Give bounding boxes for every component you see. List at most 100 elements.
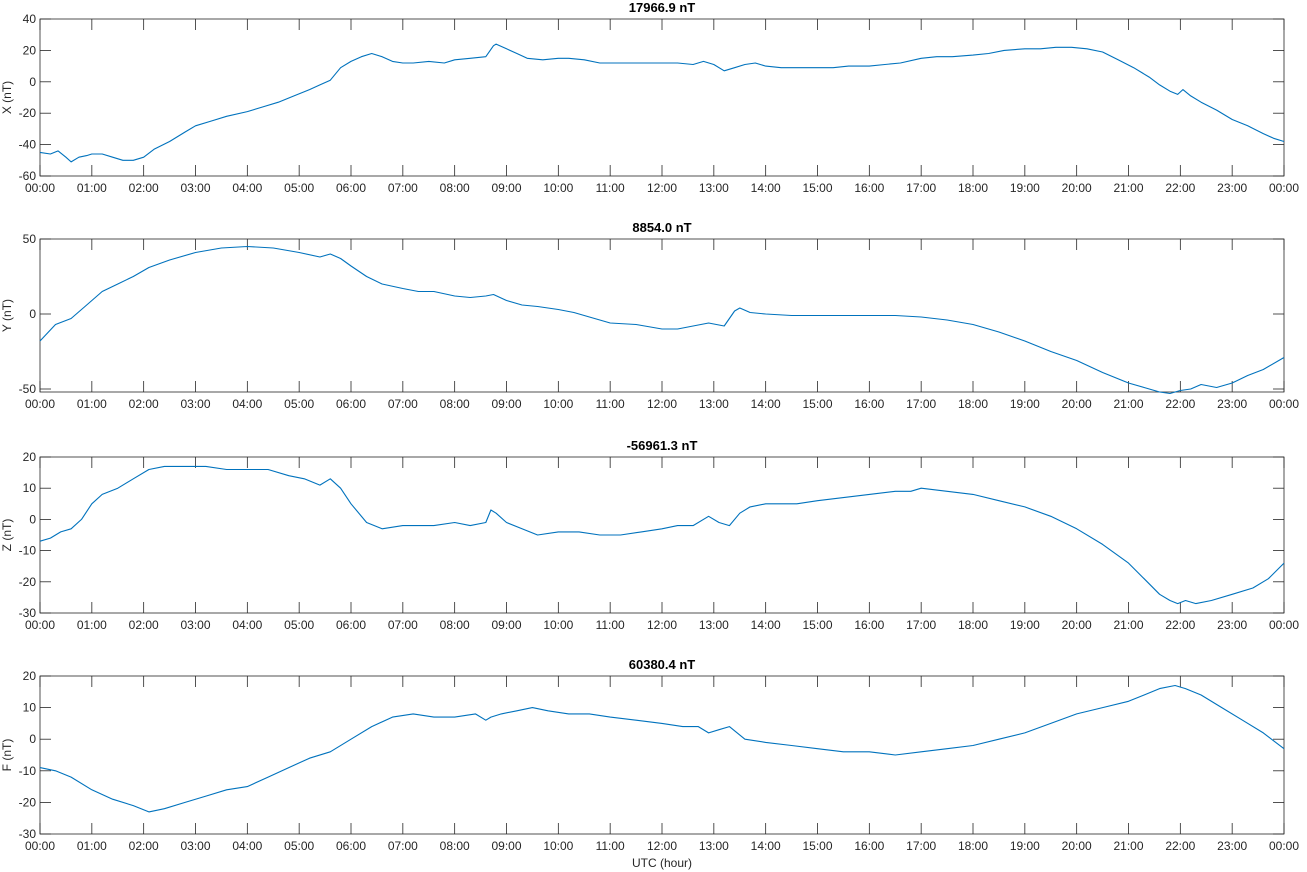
x-tick-label: 23:00	[1217, 839, 1247, 853]
x-tick-label: 06:00	[336, 839, 366, 853]
x-tick-label: 17:00	[906, 618, 936, 632]
x-tick-label: 04:00	[232, 618, 262, 632]
x-tick-label: 09:00	[491, 397, 521, 411]
x-tick-label: 21:00	[1113, 839, 1143, 853]
x-tick-label: 05:00	[284, 618, 314, 632]
y-tick-label: -40	[19, 138, 37, 152]
x-tick-label: 05:00	[284, 839, 314, 853]
x-tick-label: 00:00	[1269, 181, 1299, 195]
x-tick-label: 19:00	[1010, 618, 1040, 632]
x-tick-label: 22:00	[1165, 397, 1195, 411]
x-tick-label: 10:00	[543, 618, 573, 632]
x-tick-label: 08:00	[440, 839, 470, 853]
x-tick-label: 14:00	[751, 397, 781, 411]
x-tick-label: 09:00	[491, 618, 521, 632]
x-tick-label: 02:00	[129, 397, 159, 411]
x-tick-label: 23:00	[1217, 618, 1247, 632]
x-tick-label: 11:00	[596, 397, 625, 411]
x-tick-label: 00:00	[1269, 397, 1299, 411]
x-tick-label: 00:00	[1269, 618, 1299, 632]
x-tick-label: 19:00	[1010, 839, 1040, 853]
x-tick-label: 13:00	[699, 181, 729, 195]
axes-box	[39, 238, 1285, 393]
y-tick-label: -20	[19, 106, 37, 120]
x-tick-label: 05:00	[284, 181, 314, 195]
x-tick-label: 21:00	[1113, 397, 1143, 411]
x-tick-label: 09:00	[491, 839, 521, 853]
y-tick-label: 40	[23, 12, 37, 26]
y-tick-label: 0	[29, 512, 36, 526]
x-tick-label: 01:00	[77, 181, 107, 195]
x-tick-label: 00:00	[25, 181, 55, 195]
y-tick-label: -30	[19, 827, 37, 841]
y-axis-label: Y (nT)	[0, 299, 14, 332]
x-tick-label: 02:00	[129, 618, 159, 632]
chart-title: 8854.0 nT	[632, 220, 691, 235]
x-tick-label: 20:00	[1062, 397, 1092, 411]
x-tick-label: 00:00	[25, 618, 55, 632]
x-tick-label: 18:00	[958, 618, 988, 632]
x-tick-label: 10:00	[543, 397, 573, 411]
axes-box	[39, 456, 1285, 614]
x-tick-label: 04:00	[232, 397, 262, 411]
x-tick-label: 08:00	[440, 397, 470, 411]
x-tick-label: 15:00	[802, 397, 832, 411]
x-tick-label: 01:00	[77, 618, 107, 632]
x-tick-label: 13:00	[699, 839, 729, 853]
series-line	[39, 245, 1285, 395]
x-tick-label: 16:00	[854, 839, 884, 853]
x-tick-label: 10:00	[543, 181, 573, 195]
chart-panel-3: -56961.3 nT 00:00 01:00 02:00 03:00 04:00 05:0…	[0, 438, 1299, 632]
chart-panel-4: 60380.4 nT 00:00 01:00 02:00 03:00 04:00 05:00…	[0, 657, 1299, 870]
x-tick-label: 08:00	[440, 618, 470, 632]
chart-panel-1: 17966.9 nT 00:00 01:00 02:00 03:00 04:00 05:00…	[0, 0, 1299, 195]
y-tick-label: 0	[29, 75, 36, 89]
x-tick-label: 06:00	[336, 397, 366, 411]
y-axis-label: X (nT)	[0, 81, 14, 114]
x-tick-label: 15:00	[802, 181, 832, 195]
x-tick-label: 03:00	[180, 181, 210, 195]
x-axis-label: UTC (hour)	[632, 856, 692, 870]
x-tick-label: 02:00	[129, 839, 159, 853]
x-tick-label: 18:00	[958, 839, 988, 853]
x-tick-label: 03:00	[180, 618, 210, 632]
x-tick-label: 01:00	[77, 397, 107, 411]
x-tick-label: 10:00	[543, 839, 573, 853]
y-tick-label: -30	[19, 606, 37, 620]
x-tick-label: 22:00	[1165, 618, 1195, 632]
x-tick-label: 17:00	[906, 181, 936, 195]
x-tick-label: 06:00	[336, 181, 366, 195]
x-tick-label: 01:00	[77, 839, 107, 853]
y-axis-label: F (nT)	[0, 739, 14, 772]
x-tick-label: 09:00	[491, 181, 521, 195]
chart-title: -56961.3 nT	[627, 438, 698, 453]
y-tick-label: -60	[19, 169, 37, 183]
x-tick-label: 04:00	[232, 839, 262, 853]
x-tick-label: 00:00	[1269, 839, 1299, 853]
x-tick-label: 18:00	[958, 397, 988, 411]
x-tick-label: 12:00	[647, 839, 677, 853]
x-tick-label: 11:00	[596, 839, 625, 853]
y-tick-label: 50	[23, 232, 37, 246]
x-tick-label: 16:00	[854, 181, 884, 195]
axes-box	[39, 18, 1285, 177]
x-tick-label: 19:00	[1010, 397, 1040, 411]
x-tick-label: 13:00	[699, 397, 729, 411]
x-tick-label: 04:00	[232, 181, 262, 195]
series-line	[39, 684, 1285, 813]
x-tick-label: 07:00	[388, 181, 418, 195]
x-tick-label: 05:00	[284, 397, 314, 411]
x-tick-label: 19:00	[1010, 181, 1040, 195]
x-tick-label: 02:00	[129, 181, 159, 195]
y-tick-label: 0	[29, 732, 36, 746]
x-tick-label: 23:00	[1217, 397, 1247, 411]
x-tick-label: 07:00	[388, 618, 418, 632]
x-tick-label: 13:00	[699, 618, 729, 632]
y-tick-label: 10	[23, 481, 37, 495]
x-tick-label: 00:00	[25, 397, 55, 411]
x-tick-label: 16:00	[854, 618, 884, 632]
x-tick-label: 12:00	[647, 618, 677, 632]
series-line	[39, 43, 1285, 163]
x-tick-label: 14:00	[751, 839, 781, 853]
